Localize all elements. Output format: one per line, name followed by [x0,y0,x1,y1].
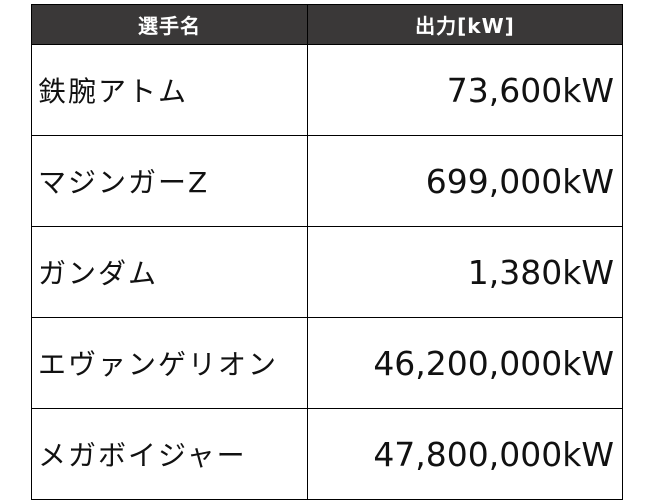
table-row: メガボイジャー 47,800,000kW [31,408,623,500]
column-header-name: 選手名 [31,4,308,45]
pilot-name-cell: メガボイジャー [31,408,308,500]
pilot-name-cell: エヴァンゲリオン [31,317,308,409]
power-value-cell: 73,600kW [307,44,623,136]
table-row: 鉄腕アトム 73,600kW [31,44,623,136]
power-value-cell: 699,000kW [307,135,623,227]
pilot-name-cell: ガンダム [31,226,308,318]
table-row: ガンダム 1,380kW [31,226,623,318]
power-value-cell: 47,800,000kW [307,408,623,500]
table-header: 選手名 出力[kW] [31,4,623,45]
pilot-name-cell: マジンガーZ [31,135,308,227]
table-row: マジンガーZ 699,000kW [31,135,623,227]
table-body: 鉄腕アトム 73,600kW マジンガーZ 699,000kW ガンダム 1,3… [31,44,623,500]
power-value-cell: 46,200,000kW [307,317,623,409]
power-value-cell: 1,380kW [307,226,623,318]
table-row: エヴァンゲリオン 46,200,000kW [31,317,623,409]
column-header-power: 出力[kW] [307,4,623,45]
power-table: 選手名 出力[kW] 鉄腕アトム 73,600kW マジンガーZ 699,000… [31,4,623,500]
header-row: 選手名 出力[kW] [31,4,623,45]
pilot-name-cell: 鉄腕アトム [31,44,308,136]
